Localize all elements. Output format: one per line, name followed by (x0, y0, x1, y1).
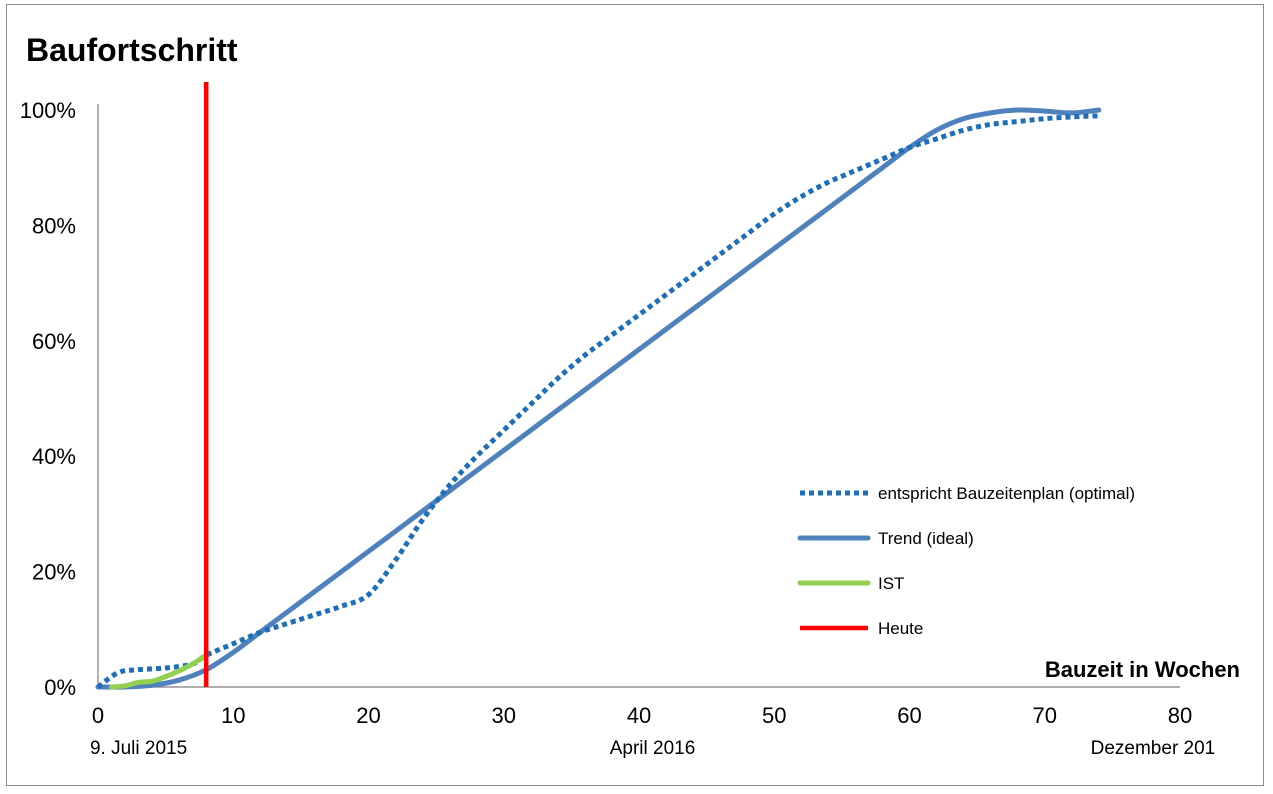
x-tick-label: 30 (492, 703, 516, 728)
series-line-entspricht-bauzeitenplan-optimal (96, 113, 1099, 690)
legend-label-trend-ideal: Trend (ideal) (878, 529, 974, 548)
series-line-trend-ideal (95, 107, 1102, 690)
series-line-ist (109, 652, 209, 690)
chart-frame (6, 4, 1264, 786)
x-axis-title: Bauzeit in Wochen (1045, 657, 1240, 682)
y-tick-label: 20% (32, 560, 76, 585)
x-tick-label: 40 (627, 703, 651, 728)
x-tick-label: 70 (1033, 703, 1057, 728)
legend: entspricht Bauzeitenplan (optimal) Trend … (797, 484, 1135, 638)
x-tick-label: 10 (221, 703, 245, 728)
legend-label-heute: Heute (878, 619, 923, 638)
x-tick-label: 20 (356, 703, 380, 728)
date-label: April 2016 (610, 738, 696, 759)
x-tick-label: 50 (762, 703, 786, 728)
series-layer (95, 82, 1102, 690)
legend-label-entspricht-bauzeitenplan-optimal: entspricht Bauzeitenplan (optimal) (878, 484, 1135, 503)
y-tick-label: 80% (32, 213, 76, 238)
x-tick-label: 60 (897, 703, 921, 728)
y-tick-label: 100% (20, 98, 76, 123)
x-tick-label: 0 (92, 703, 104, 728)
x-tick-label: 80 (1168, 703, 1192, 728)
date-label: Dezember 201 (1091, 738, 1216, 759)
legend-label-ist: IST (878, 574, 904, 593)
y-tick-label: 40% (32, 444, 76, 469)
date-label: 9. Juli 2015 (90, 738, 187, 759)
y-tick-label: 60% (32, 329, 76, 354)
axes: 0% 20% 40% 60% 80% 100% 0 10 20 30 40 50 60 70 80 9. Ju… (20, 98, 1216, 759)
y-tick-label: 0% (44, 675, 76, 700)
chart-title: Baufortschritt (26, 32, 238, 68)
